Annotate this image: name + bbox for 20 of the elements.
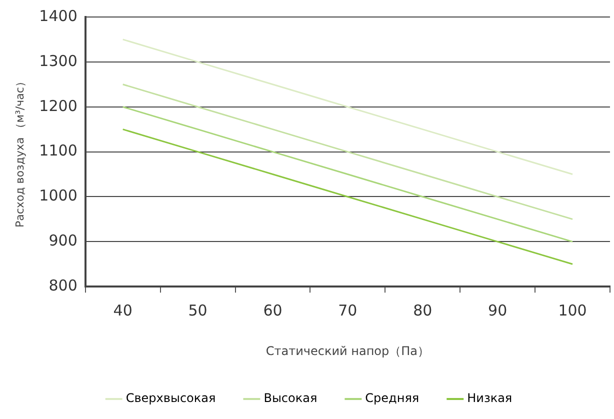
y-axis-title: Расход воздуха （м³/час）	[13, 76, 26, 228]
x-tick-label: 50	[188, 301, 208, 320]
y-tick-label: 900	[48, 232, 78, 250]
y-tick-label: 1200	[39, 96, 78, 115]
y-tick-label: 800	[48, 276, 78, 294]
x-tick-label: 40	[113, 301, 132, 320]
x-tick-label: 100	[558, 301, 587, 320]
y-tick-label: 1000	[39, 186, 78, 205]
x-axis-title: Статический напор（Па）	[266, 344, 430, 358]
legend-label: Низкая	[467, 391, 512, 406]
legend-label: Средняя	[365, 391, 420, 406]
y-tick-label: 1100	[39, 142, 78, 160]
x-tick-label: 70	[338, 301, 358, 320]
x-tick-label: 90	[488, 301, 508, 320]
y-tick-label: 1300	[39, 52, 78, 70]
legend-label: Высокая	[264, 391, 318, 406]
legend-label: Сверхвысокая	[126, 391, 216, 406]
x-tick-label: 60	[263, 301, 282, 320]
y-tick-label: 1400	[39, 6, 78, 25]
x-tick-label: 80	[413, 301, 432, 320]
